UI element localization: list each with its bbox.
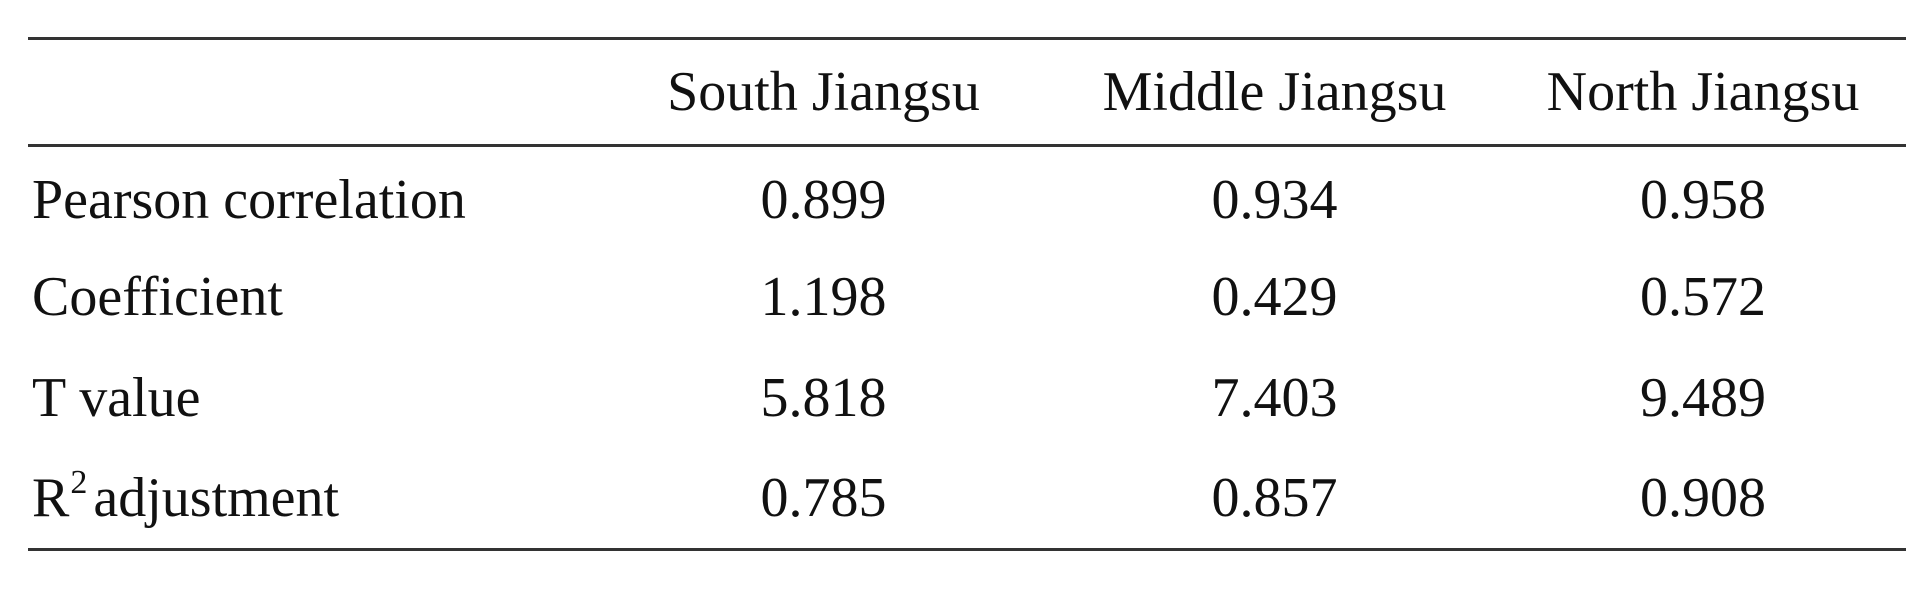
cell-value: 0.958	[1640, 168, 1766, 231]
row-label-r2-adjustment: R2 adjustment	[28, 449, 598, 550]
cell-value: 0.934	[1211, 168, 1338, 231]
cell-value: 0.857	[1211, 467, 1338, 530]
header-north-jiangsu: North Jiangsu	[1546, 61, 1860, 123]
cell-value: 0.572	[1640, 266, 1766, 328]
header-empty-cell	[28, 39, 598, 146]
cell-value: 5.818	[760, 367, 887, 429]
row-label-t-value: T value	[32, 367, 201, 429]
cell-value: 0.429	[1211, 266, 1338, 328]
header-middle-jiangsu: Middle Jiangsu	[1102, 61, 1447, 123]
table-row: R2 adjustment 0.785 0.857 0.908	[28, 449, 1906, 550]
table-row: T value 5.818 7.403 9.489	[28, 348, 1906, 449]
cell-value: 0.785	[760, 467, 887, 530]
cell-value: 0.908	[1640, 467, 1766, 530]
cell-value: 9.489	[1640, 367, 1766, 429]
table-header: South Jiangsu Middle Jiangsu North Jiang…	[28, 39, 1906, 146]
table-body: Pearson correlation 0.899 0.934 0.958 Co…	[28, 146, 1906, 550]
cell-value: 1.198	[760, 266, 887, 328]
table-row: Pearson correlation 0.899 0.934 0.958	[28, 146, 1906, 247]
row-label-base: R	[32, 467, 70, 530]
results-table-container: South Jiangsu Middle Jiangsu North Jiang…	[28, 37, 1906, 551]
table-row: Coefficient 1.198 0.429 0.572	[28, 247, 1906, 348]
row-label-rest: adjustment	[93, 467, 340, 530]
row-label-pearson-correlation: Pearson correlation	[32, 168, 466, 231]
row-label-coefficient: Coefficient	[32, 266, 283, 328]
cell-value: 7.403	[1211, 367, 1338, 429]
cell-value: 0.899	[760, 168, 887, 231]
superscript-two: 2	[70, 464, 88, 502]
results-table: South Jiangsu Middle Jiangsu North Jiang…	[28, 37, 1906, 551]
header-south-jiangsu: South Jiangsu	[667, 61, 980, 123]
header-row: South Jiangsu Middle Jiangsu North Jiang…	[28, 39, 1906, 146]
